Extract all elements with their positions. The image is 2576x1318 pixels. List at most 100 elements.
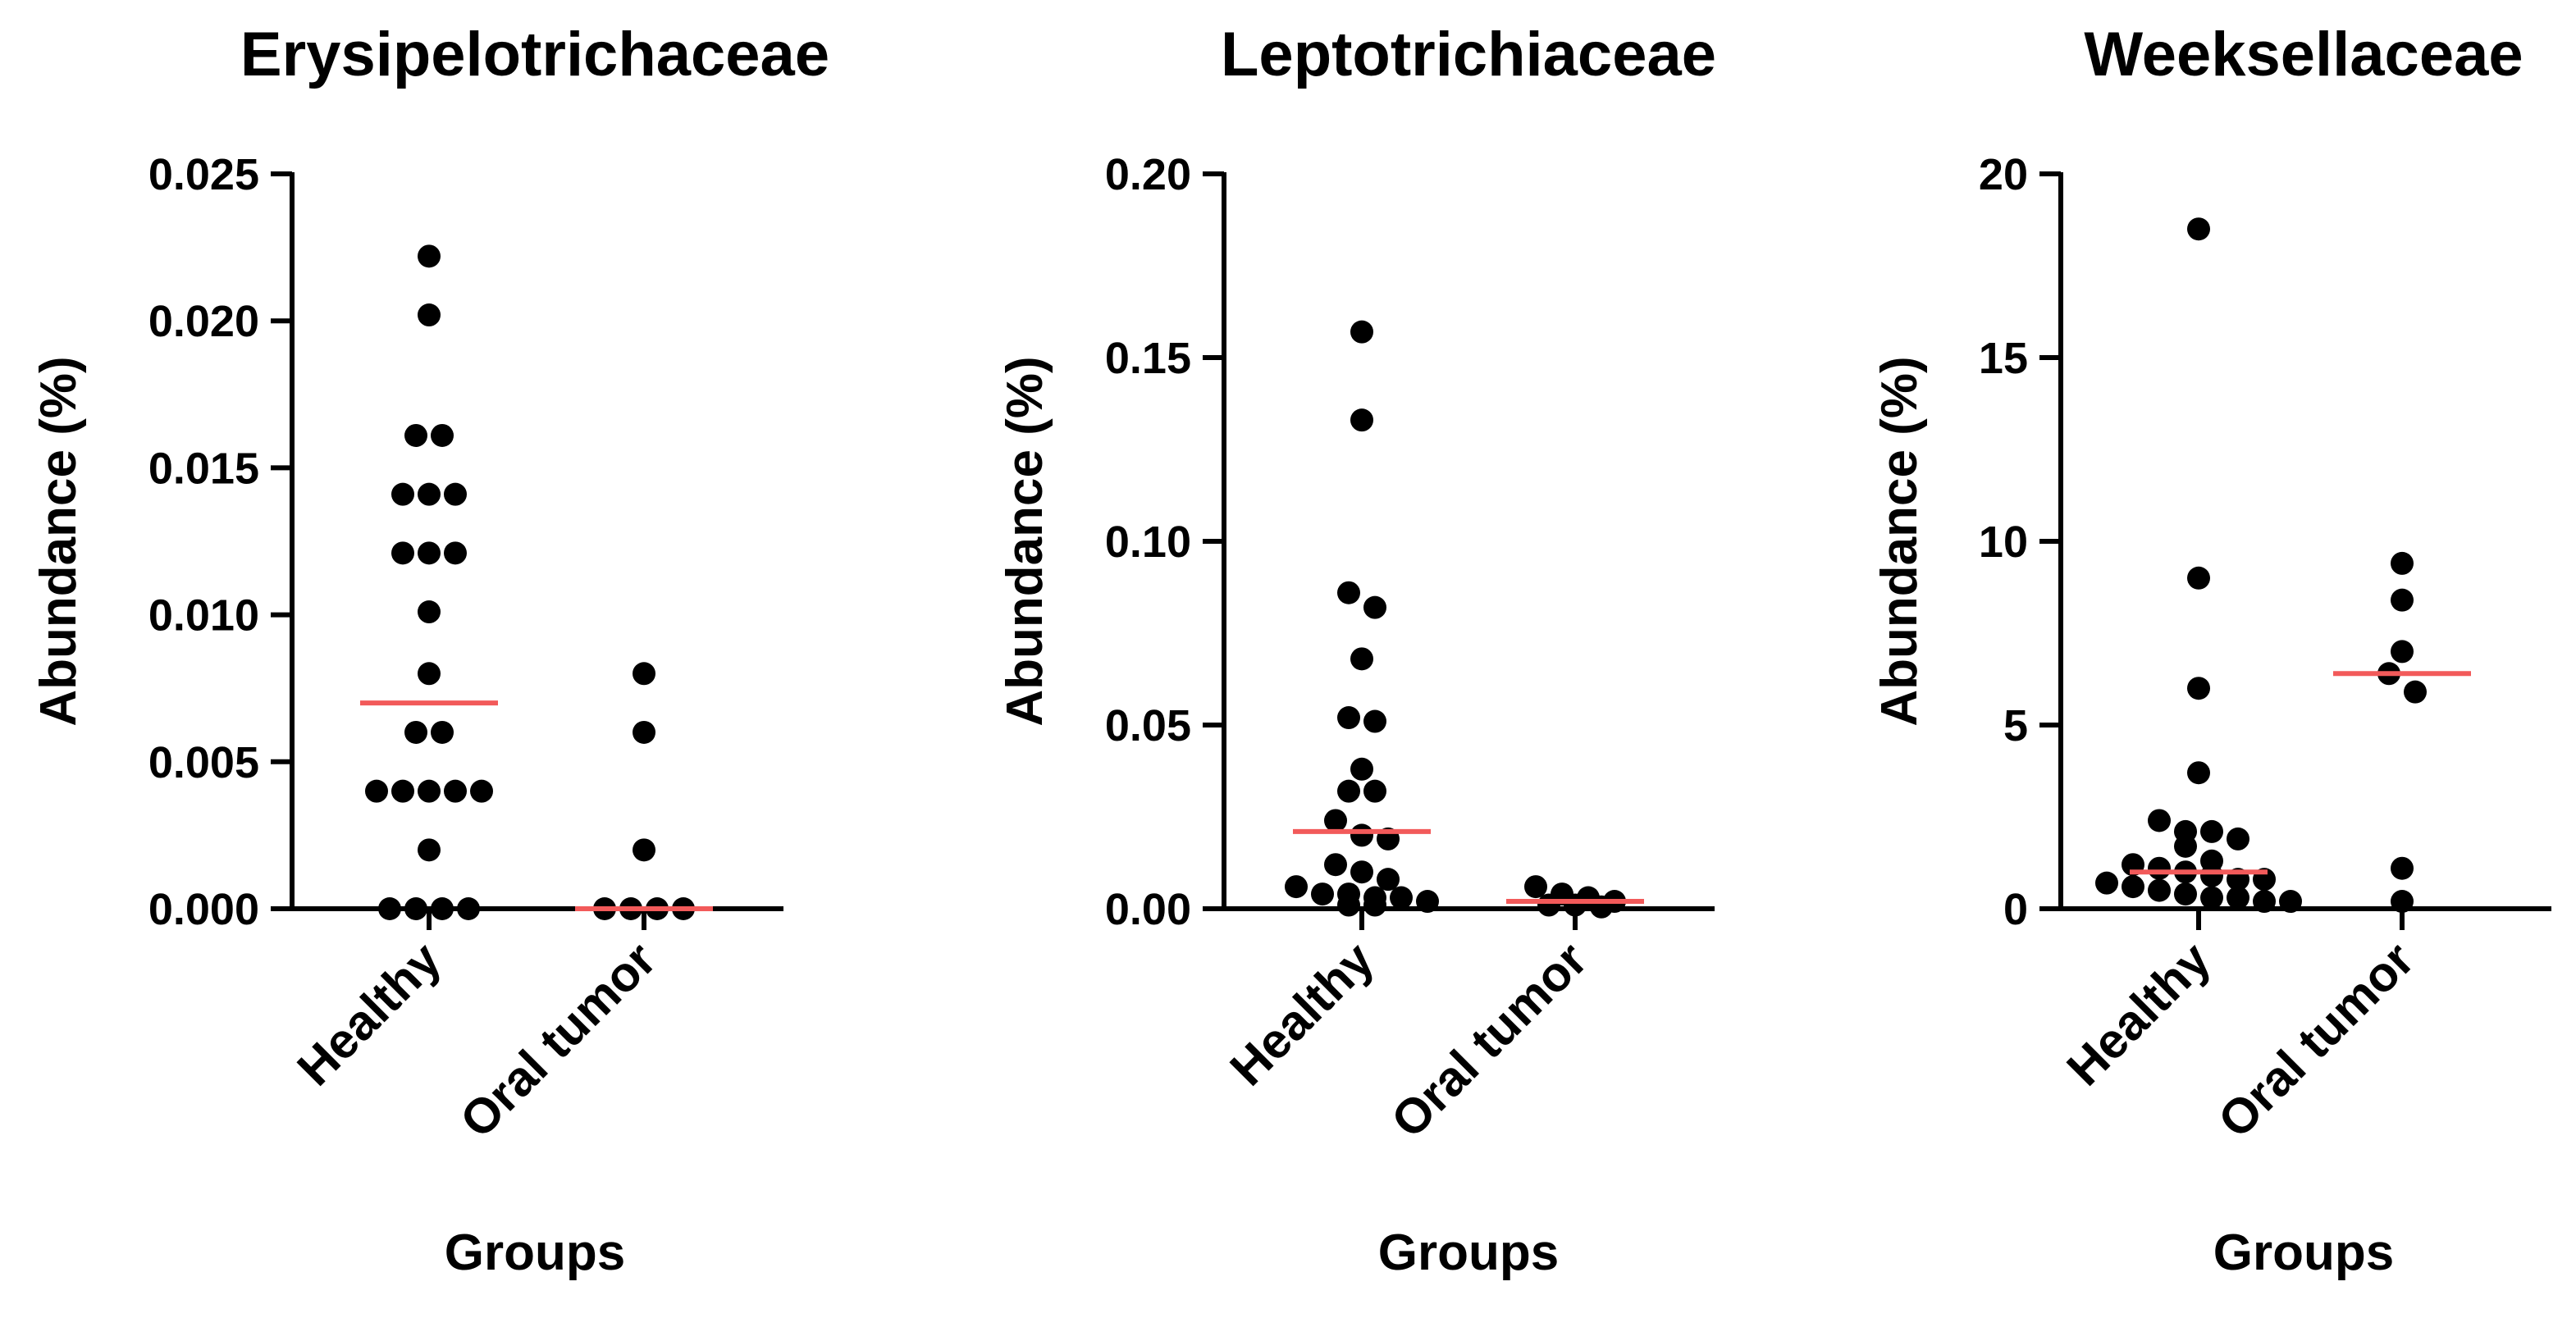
data-point-healthy (2200, 886, 2223, 910)
data-point-healthy (1337, 779, 1360, 803)
data-point-oral-tumor (2391, 890, 2414, 914)
data-point-healthy (2187, 217, 2210, 241)
x-axis-label: Groups (1378, 1225, 1559, 1281)
y-tick-label: 0.005 (148, 738, 259, 787)
data-point-healthy (1350, 320, 1373, 344)
data-point-healthy (2148, 809, 2171, 832)
data-point-healthy (1337, 893, 1360, 917)
data-point-healthy (1363, 595, 1386, 619)
data-point-oral-tumor (633, 662, 655, 686)
data-point-healthy (418, 244, 441, 268)
y-tick-label: 10 (1979, 518, 2028, 567)
data-point-healthy (2227, 886, 2249, 910)
data-point-healthy (431, 423, 454, 447)
y-tick-label: 0.10 (1105, 518, 1191, 567)
data-point-oral-tumor (1537, 893, 1560, 917)
data-point-healthy (418, 838, 441, 862)
data-point-healthy (2095, 871, 2118, 895)
data-point-oral-tumor (2404, 680, 2427, 704)
y-tick-label: 0.05 (1105, 701, 1191, 750)
data-point-healthy (1311, 882, 1334, 906)
y-tick-label: 0.020 (148, 297, 259, 346)
x-axis-label: Groups (445, 1225, 625, 1281)
x-category-label: Oral tumor (2208, 932, 2424, 1148)
data-point-healthy (2187, 677, 2210, 700)
chart-title: Erysipelotrichaceae (240, 20, 829, 89)
data-point-healthy (391, 541, 414, 565)
data-point-healthy (444, 482, 467, 506)
data-point-healthy (365, 779, 388, 803)
y-tick-label: 0.00 (1105, 885, 1191, 934)
data-point-healthy (2253, 890, 2276, 914)
data-point-healthy (444, 779, 467, 803)
y-axis-label: Abundance (%) (997, 356, 1053, 726)
data-point-oral-tumor (2391, 551, 2414, 575)
data-point-healthy (457, 897, 480, 920)
data-point-healthy (1363, 779, 1386, 803)
chart-title: Weeksellaceae (2084, 20, 2523, 89)
data-point-healthy (418, 662, 441, 686)
data-point-healthy (2174, 882, 2197, 906)
y-tick-label: 0.000 (148, 885, 259, 934)
data-point-healthy (1350, 757, 1373, 781)
y-tick-label: 0.015 (148, 444, 259, 493)
data-point-healthy (1363, 893, 1386, 917)
data-point-healthy (1416, 890, 1439, 914)
data-point-healthy (1350, 860, 1373, 884)
data-point-oral-tumor (2391, 856, 2414, 880)
y-tick-label: 0.025 (148, 150, 259, 199)
data-point-healthy (404, 720, 427, 744)
y-tick-label: 5 (2003, 701, 2028, 750)
data-point-healthy (2148, 878, 2171, 902)
data-point-healthy (1363, 709, 1386, 733)
data-point-healthy (470, 779, 493, 803)
x-category-label: Oral tumor (450, 932, 666, 1148)
panel-3: Weeksellaceae 0 5 10 15 20 Abundance (%) Health… (1871, 20, 2551, 1281)
x-category-label: Oral tumor (1381, 932, 1597, 1148)
x-category-label: Healthy (287, 931, 452, 1096)
data-point-healthy (1324, 809, 1347, 832)
data-point-oral-tumor (1590, 895, 1613, 919)
data-point-healthy (2174, 834, 2197, 858)
data-point-healthy (418, 600, 441, 624)
data-point-healthy (444, 541, 467, 565)
y-tick-label: 0.010 (148, 591, 259, 641)
y-tick-label: 20 (1979, 150, 2028, 199)
data-point-healthy (404, 897, 427, 920)
panel-2: Leptotrichiaceae 0.00 0.05 0.10 0.15 0.20 Abun… (997, 20, 1716, 1281)
y-axis-label: Abundance (%) (1871, 356, 1928, 726)
data-point-healthy (391, 482, 414, 506)
data-point-healthy (391, 779, 414, 803)
y-tick-label: 15 (1979, 334, 2028, 383)
data-point-healthy (2200, 864, 2223, 887)
data-point-oral-tumor (2391, 640, 2414, 664)
y-axis-label: Abundance (%) (30, 356, 87, 726)
data-point-oral-tumor (1564, 893, 1587, 917)
data-point-healthy (431, 720, 454, 744)
data-point-healthy (2200, 819, 2223, 843)
data-point-healthy (1390, 886, 1413, 910)
data-point-healthy (2187, 566, 2210, 590)
data-point-healthy (2227, 827, 2249, 851)
x-category-label: Healthy (1220, 931, 1385, 1096)
y-tick-label: 0 (2003, 885, 2028, 934)
data-point-healthy (2122, 875, 2144, 899)
data-point-healthy (1350, 647, 1373, 671)
data-point-healthy (2279, 890, 2302, 914)
data-point-healthy (418, 541, 441, 565)
data-point-healthy (2187, 761, 2210, 785)
y-tick-label: 0.20 (1105, 150, 1191, 199)
data-point-healthy (404, 423, 427, 447)
data-point-healthy (2148, 856, 2171, 880)
x-category-label: Healthy (2057, 931, 2222, 1096)
data-point-healthy (1337, 706, 1360, 730)
data-point-healthy (1377, 868, 1400, 892)
chart-title: Leptotrichiaceae (1221, 20, 1716, 89)
data-point-healthy (418, 303, 441, 327)
data-point-healthy (1337, 581, 1360, 604)
x-axis-label: Groups (2213, 1225, 2394, 1281)
panel-1: Erysipelotrichaceae 0.000 0.005 0.010 0.015 0… (30, 20, 829, 1281)
data-point-healthy (1285, 875, 1308, 899)
data-point-healthy (1350, 408, 1373, 432)
